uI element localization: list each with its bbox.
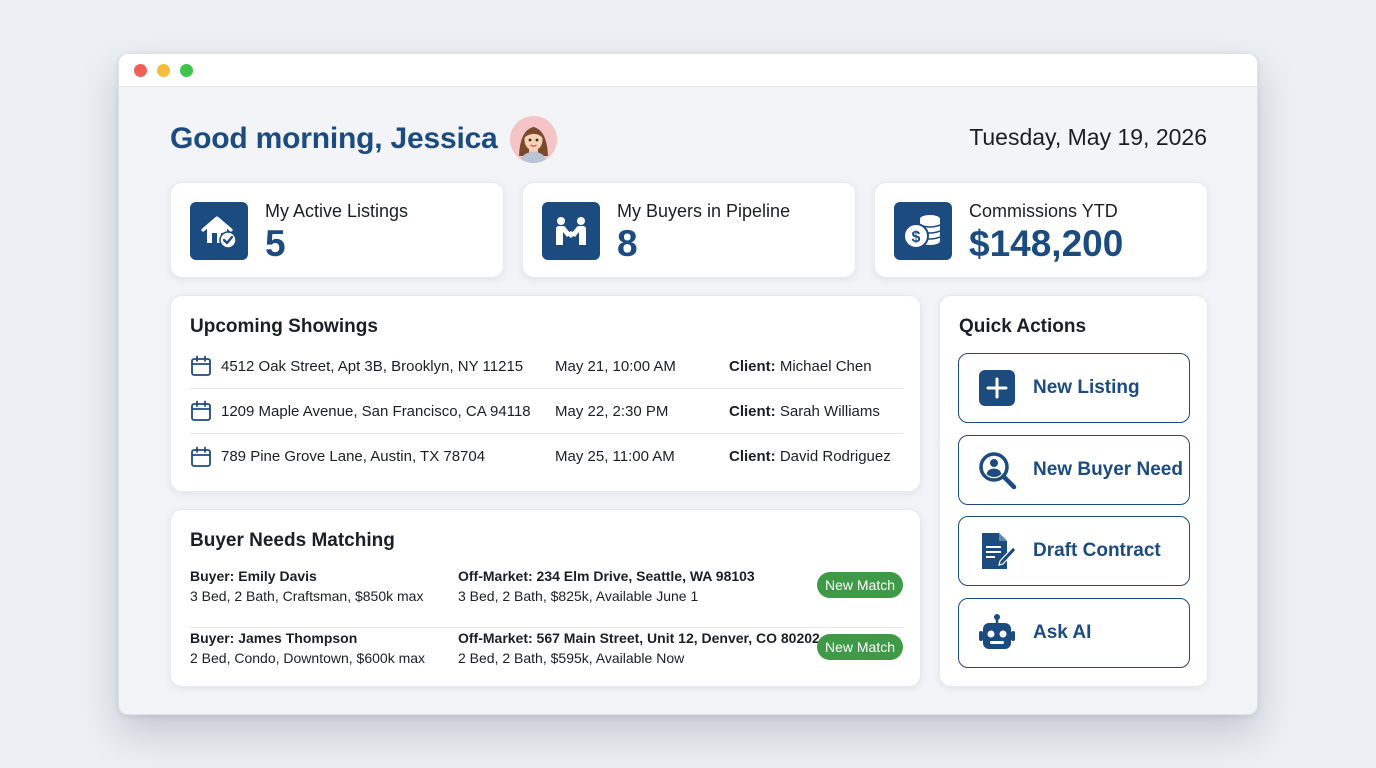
upcoming-showings-panel: Upcoming Showings 4512 Oak Street, Apt 3… bbox=[170, 295, 921, 492]
button-label: New Listing bbox=[1033, 377, 1140, 398]
showing-client: Client: Michael Chen bbox=[729, 358, 872, 375]
client-name: Michael Chen bbox=[779, 357, 872, 375]
buyer-info: Buyer: James Thompson 2 Bed, Condo, Down… bbox=[190, 628, 425, 668]
house-check-icon bbox=[190, 202, 248, 260]
calendar-icon bbox=[191, 446, 211, 467]
stat-card-active-listings[interactable]: My Active Listings 5 bbox=[170, 182, 504, 278]
buyer-criteria: 3 Bed, 2 Bath, Craftsman, $850k max bbox=[190, 588, 424, 604]
button-label: Ask AI bbox=[1033, 622, 1092, 643]
buyer-name: Buyer: James Thompson bbox=[190, 630, 358, 646]
match-details: 2 Bed, 2 Bath, $595k, Available Now bbox=[458, 650, 685, 666]
new-match-badge[interactable]: New Match bbox=[816, 572, 903, 598]
plus-icon bbox=[977, 368, 1017, 408]
button-label: New Buyer Need bbox=[1033, 459, 1183, 480]
client-name: Sarah Williams bbox=[779, 402, 880, 420]
showing-time: May 21, 10:00 AM bbox=[555, 357, 676, 375]
stat-label: My Active Listings bbox=[265, 201, 409, 221]
buyer-needs-panel: Buyer Needs Matching Buyer: Emily Davis … bbox=[170, 509, 921, 687]
new-buyer-need-button[interactable]: New Buyer Need bbox=[958, 435, 1190, 505]
close-window-button[interactable] bbox=[134, 63, 147, 77]
client-label: Client: bbox=[729, 448, 776, 465]
match-info: Off-Market: 567 Main Street, Unit 12, De… bbox=[458, 628, 820, 668]
title-bar bbox=[119, 54, 1257, 87]
section-title: Quick Actions bbox=[959, 316, 1087, 337]
new-listing-button[interactable]: New Listing bbox=[958, 353, 1190, 423]
showing-time: May 25, 11:00 AM bbox=[555, 448, 675, 465]
match-property: Off-Market: 234 Elm Drive, Seattle, WA 9… bbox=[458, 568, 755, 584]
showing-row[interactable]: 789 Pine Grove Lane, Austin, TX 78704 Ma… bbox=[190, 434, 903, 479]
greeting-header: Good morning, Jessica bbox=[170, 114, 557, 164]
showing-row[interactable]: 4512 Oak Street, Apt 3B, Brooklyn, NY 11… bbox=[190, 344, 903, 389]
section-title: Upcoming Showings bbox=[190, 316, 378, 337]
buyer-name: Buyer: Emily Davis bbox=[190, 568, 317, 584]
stat-card-buyers-pipeline[interactable]: My Buyers in Pipeline 8 bbox=[522, 182, 856, 278]
stat-value: $148,200 bbox=[969, 223, 1124, 264]
search-person-icon bbox=[977, 450, 1017, 490]
handshake-icon bbox=[542, 202, 600, 260]
stat-label: My Buyers in Pipeline bbox=[617, 201, 791, 221]
calendar-icon bbox=[191, 400, 211, 421]
buyer-info: Buyer: Emily Davis 3 Bed, 2 Bath, Crafts… bbox=[190, 566, 423, 606]
showing-address: 4512 Oak Street, Apt 3B, Brooklyn, NY 11… bbox=[221, 357, 524, 375]
current-date: Tuesday, May 19, 2026 bbox=[969, 124, 1207, 150]
showing-client: Client: David Rodriguez bbox=[729, 448, 891, 465]
stat-label: Commissions YTD bbox=[969, 201, 1118, 221]
svg-text:$: $ bbox=[912, 229, 921, 246]
client-label: Client: bbox=[729, 402, 776, 420]
showing-time: May 22, 2:30 PM bbox=[555, 402, 669, 420]
robot-icon bbox=[977, 613, 1017, 653]
quick-actions-panel: Quick Actions New Listing New bbox=[939, 295, 1208, 687]
stat-value: 5 bbox=[265, 223, 286, 264]
document-pen-icon bbox=[977, 531, 1017, 571]
draft-contract-button[interactable]: Draft Contract bbox=[958, 516, 1190, 586]
showing-row[interactable]: 1209 Maple Avenue, San Francisco, CA 941… bbox=[190, 389, 903, 434]
section-title: Buyer Needs Matching bbox=[190, 530, 395, 551]
avatar-icon bbox=[509, 115, 557, 163]
showing-address: 789 Pine Grove Lane, Austin, TX 78704 bbox=[221, 448, 486, 465]
button-label: Draft Contract bbox=[1033, 540, 1161, 561]
greeting-text: Good morning, Jessica bbox=[170, 122, 498, 155]
buyer-match-row[interactable]: Buyer: James Thompson 2 Bed, Condo, Down… bbox=[190, 628, 903, 690]
match-info: Off-Market: 234 Elm Drive, Seattle, WA 9… bbox=[458, 566, 755, 606]
buyer-match-row[interactable]: Buyer: Emily Davis 3 Bed, 2 Bath, Crafts… bbox=[190, 566, 903, 628]
stat-value: 8 bbox=[617, 223, 638, 264]
showing-address: 1209 Maple Avenue, San Francisco, CA 941… bbox=[221, 402, 531, 420]
stat-card-commissions-ytd[interactable]: $ Commissions YTD $148,200 bbox=[874, 182, 1208, 278]
showing-client: Client: Sarah Williams bbox=[729, 403, 880, 420]
minimize-window-button[interactable] bbox=[157, 63, 170, 77]
client-label: Client: bbox=[729, 357, 776, 375]
ask-ai-button[interactable]: Ask AI bbox=[958, 598, 1190, 668]
match-details: 3 Bed, 2 Bath, $825k, Available June 1 bbox=[458, 588, 699, 604]
app-window: Good morning, Jessica Tuesday, May 19, 2… bbox=[118, 53, 1258, 715]
buyer-criteria: 2 Bed, Condo, Downtown, $600k max bbox=[190, 650, 426, 666]
client-name: David Rodriguez bbox=[779, 448, 891, 465]
avatar[interactable] bbox=[509, 115, 557, 163]
calendar-icon bbox=[191, 355, 211, 376]
coins-icon: $ bbox=[894, 202, 952, 260]
match-property: Off-Market: 567 Main Street, Unit 12, De… bbox=[458, 630, 820, 646]
zoom-window-button[interactable] bbox=[180, 63, 193, 77]
new-match-badge[interactable]: New Match bbox=[816, 634, 903, 660]
